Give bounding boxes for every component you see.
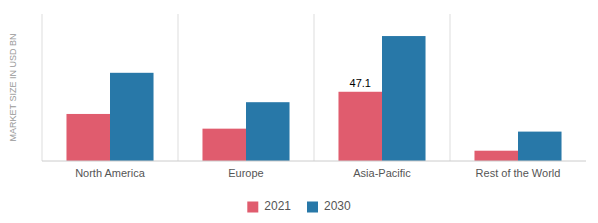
legend-swatch (307, 202, 318, 213)
legend: 2021 2030 (247, 199, 351, 213)
x-tick-label: North America (75, 167, 146, 179)
bar (202, 129, 246, 161)
x-tick-label: Rest of the World (476, 167, 561, 179)
annotation: 47.1 (350, 77, 371, 89)
x-axis-line (42, 161, 586, 162)
bar (66, 114, 110, 161)
bar (246, 102, 290, 161)
x-tick-label: Asia-Pacific (353, 167, 411, 179)
group-separator (314, 14, 315, 161)
bar (338, 92, 382, 161)
y-axis-line (42, 14, 43, 161)
chart: North America Europe Asia-Pacific Rest of t… (0, 0, 598, 223)
bar (110, 73, 154, 161)
y-axis-label: MARKET SIZE IN USD BN (8, 34, 18, 142)
legend-label: 2030 (324, 199, 351, 213)
bar (518, 132, 562, 161)
legend-label: 2021 (264, 199, 291, 213)
legend-swatch (247, 202, 258, 213)
bar (382, 36, 426, 161)
bars (66, 36, 561, 161)
x-tick-label: Europe (228, 167, 263, 179)
group-separator (178, 14, 179, 161)
bar (474, 151, 518, 161)
chart-container: North America Europe Asia-Pacific Rest of t… (0, 0, 598, 223)
group-separator (450, 14, 451, 161)
